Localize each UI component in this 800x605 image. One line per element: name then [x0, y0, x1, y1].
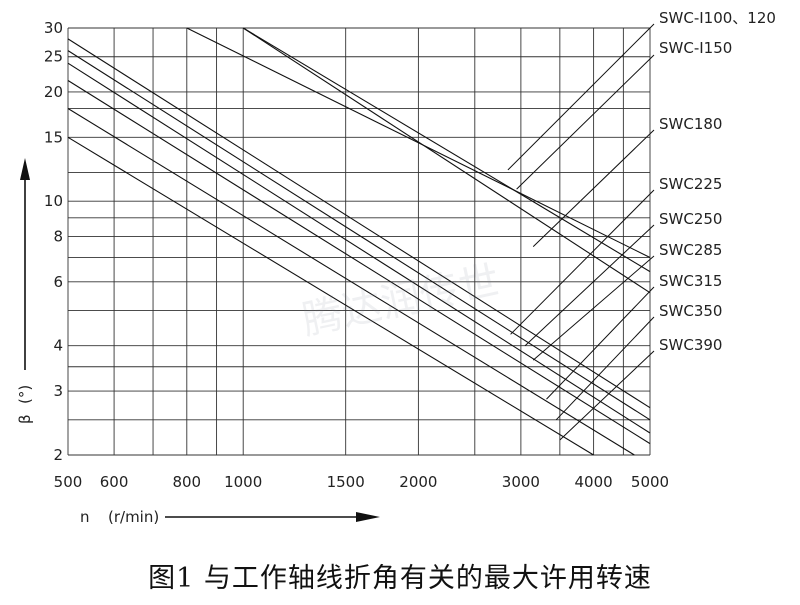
series-label: SWC390 [659, 336, 722, 354]
series-line [67, 38, 651, 409]
leader-line [559, 350, 655, 441]
y-axis-title: β [16, 414, 34, 424]
leader-line [516, 54, 655, 190]
y-tick-label: 6 [53, 273, 63, 291]
series-line [67, 50, 651, 421]
series-label: SWC225 [659, 175, 722, 193]
x-tick-label: 600 [100, 473, 129, 491]
axis-layer: β (°) n (r/min) [16, 158, 380, 526]
grid-layer [67, 27, 651, 456]
series-line [186, 27, 651, 258]
label-layer: SWC-I100、120 SWC-I150 SWC180 SWC225 SWC250 SW… [659, 9, 776, 354]
series-line [67, 136, 594, 456]
y-tick-label: 2 [53, 446, 63, 464]
series-label: SWC350 [659, 302, 722, 320]
series-line [242, 27, 651, 273]
y-tick-label: 20 [44, 83, 63, 101]
leader-line [532, 255, 655, 361]
y-tick-label: 8 [53, 227, 63, 245]
tick-layer: 500 600 800 1000 1500 2000 3000 4000 5000 2 3 4 6 8 10… [44, 19, 669, 491]
y-axis-arrow-head [20, 158, 30, 180]
leader-line [524, 224, 655, 347]
x-tick-label: 1000 [224, 473, 262, 491]
series-label: SWC315 [659, 272, 722, 290]
leader-line [532, 129, 655, 247]
series-label: SWC-I100、120 [659, 9, 776, 27]
series-line [67, 62, 651, 434]
x-tick-label: 1500 [327, 473, 365, 491]
y-tick-label: 3 [53, 382, 63, 400]
series-line [67, 80, 651, 445]
x-tick-label: 500 [54, 473, 83, 491]
figure-caption: 图1 与工作轴线折角有关的最大许用转速 [148, 563, 652, 594]
x-tick-label: 5000 [631, 473, 669, 491]
y-tick-label: 10 [44, 192, 63, 210]
x-tick-label: 4000 [575, 473, 613, 491]
y-tick-label: 30 [44, 19, 63, 37]
series-label: SWC250 [659, 210, 722, 228]
series-layer [67, 27, 651, 456]
y-tick-label: 15 [44, 128, 63, 146]
leader-line [555, 316, 655, 421]
leader-layer [507, 23, 655, 441]
x-tick-label: 800 [172, 473, 201, 491]
series-label: SWC180 [659, 115, 722, 133]
series-line [242, 27, 651, 294]
leader-line [546, 286, 655, 400]
y-axis-unit: (°) [16, 385, 34, 404]
x-tick-label: 2000 [399, 473, 437, 491]
leader-line [507, 23, 655, 171]
y-tick-label: 4 [53, 337, 63, 355]
series-line [67, 108, 635, 456]
x-axis-unit: (r/min) [108, 508, 159, 526]
x-axis-title: n [80, 508, 90, 526]
series-label: SWC285 [659, 241, 722, 259]
leader-line [510, 189, 655, 335]
x-tick-label: 3000 [502, 473, 540, 491]
x-axis-arrow-head [356, 512, 380, 522]
y-tick-label: 25 [44, 48, 63, 66]
chart: 500 600 800 1000 1500 2000 3000 4000 5000 2 3 4 6 8 10… [16, 9, 776, 526]
series-label: SWC-I150 [659, 39, 732, 57]
